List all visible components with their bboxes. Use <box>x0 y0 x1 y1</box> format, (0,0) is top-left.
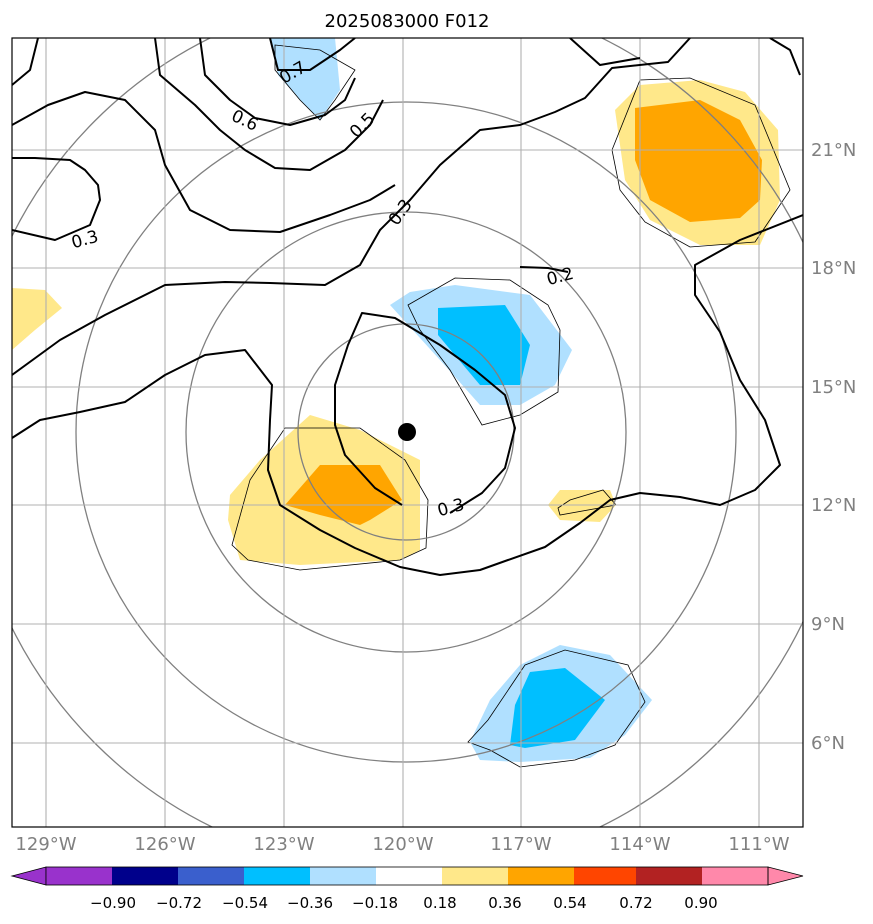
contour-03-main <box>12 38 691 376</box>
colorbar <box>10 866 804 886</box>
colorbar-tick: −0.54 <box>222 894 268 912</box>
storm-center-marker <box>398 423 416 441</box>
contour-04 <box>12 91 396 233</box>
colorbar-segment <box>574 867 636 885</box>
contour-top-right <box>569 38 641 66</box>
colorbar-segment <box>112 867 178 885</box>
shade-orange-ne <box>635 100 762 222</box>
contour-02 <box>519 266 569 273</box>
colorbar-segment <box>442 867 508 885</box>
colorbar-tick: −0.72 <box>156 894 202 912</box>
lon-label-129w: 129°W <box>15 834 76 855</box>
shaded-fields <box>12 38 780 762</box>
lat-labels: 21°N 18°N 15°N 12°N 9°N 6°N <box>811 140 856 754</box>
lon-labels: 129°W 126°W 123°W 120°W 117°W 114°W 111°… <box>15 834 789 855</box>
lat-label-21n: 21°N <box>811 140 856 161</box>
contour-label-03-s: 0.3 <box>435 495 466 521</box>
outline-center-yellow <box>231 427 429 571</box>
shade-light-blue-top <box>270 38 340 120</box>
contour-07 <box>269 38 356 71</box>
shade-blue-center <box>438 305 530 385</box>
colorbar-tick: −0.18 <box>352 894 398 912</box>
colorbar-tick: 0.54 <box>553 894 586 912</box>
colorbar-segment <box>244 867 310 885</box>
colorbar-tick: −0.90 <box>90 894 136 912</box>
outline-south <box>467 649 646 768</box>
shade-light-yellow-small <box>548 490 616 522</box>
contour-05 <box>154 38 384 171</box>
outline-top <box>274 44 356 121</box>
colorbar-extend-high <box>767 866 804 886</box>
colorbar-tick: −0.36 <box>287 894 333 912</box>
map-frame <box>11 37 804 828</box>
lon-label-120w: 120°W <box>372 834 433 855</box>
outline-center-blue <box>407 277 561 426</box>
map-title: 2025083000 F012 <box>325 11 490 32</box>
lon-label-114w: 114°W <box>609 834 670 855</box>
colorbar-segment <box>702 867 768 885</box>
outline-small <box>557 489 617 516</box>
lon-label-111w: 111°W <box>728 834 789 855</box>
colorbar-segment <box>178 867 244 885</box>
contour-corner <box>769 38 801 76</box>
colorbar-segment <box>508 867 574 885</box>
contour-06 <box>199 38 356 126</box>
colorbar-tick: 0.90 <box>684 894 717 912</box>
colorbar-frame <box>45 866 769 886</box>
colorbar-segment <box>636 867 702 885</box>
colorbar-extend-low <box>10 866 47 886</box>
contour-03-inner <box>334 312 516 514</box>
shade-light-yellow-left <box>12 288 62 350</box>
contour-label-03-ne: 0.3 <box>385 196 417 230</box>
colorbar-segment <box>376 867 442 885</box>
contour-03-top-left <box>12 38 39 86</box>
colorbar-tick: 0.36 <box>488 894 521 912</box>
range-ring-2 <box>185 211 627 653</box>
feature-outlines <box>231 44 791 768</box>
contour-label-05: 0.5 <box>346 109 379 142</box>
range-rings <box>12 38 803 827</box>
lat-label-12n: 12°N <box>811 495 856 516</box>
lon-label-117w: 117°W <box>490 834 551 855</box>
contour-03-north <box>12 157 101 241</box>
range-ring-3 <box>75 101 737 763</box>
colorbar-tick: 0.18 <box>423 894 456 912</box>
colorbar-segment <box>310 867 376 885</box>
map-area: 0.7 0.6 0.5 0.3 0.3 0.2 0.3 <box>12 38 803 827</box>
contours <box>12 38 803 576</box>
colorbar-segment <box>46 867 112 885</box>
shade-orange-center <box>285 465 402 525</box>
shade-blue-south <box>510 668 605 748</box>
colorbar-labels: −0.90 −0.72 −0.54 −0.36 −0.18 0.18 0.36 … <box>90 894 718 912</box>
lon-label-126w: 126°W <box>134 834 195 855</box>
contour-label-06: 0.6 <box>228 106 261 136</box>
colorbar-tick: 0.72 <box>619 894 652 912</box>
lat-label-18n: 18°N <box>811 258 856 279</box>
lat-label-15n: 15°N <box>811 377 856 398</box>
lon-label-123w: 123°W <box>253 834 314 855</box>
lat-label-6n: 6°N <box>811 733 845 754</box>
lat-label-9n: 9°N <box>811 614 845 635</box>
contour-03-east <box>12 214 803 576</box>
outline-ne <box>611 77 791 248</box>
